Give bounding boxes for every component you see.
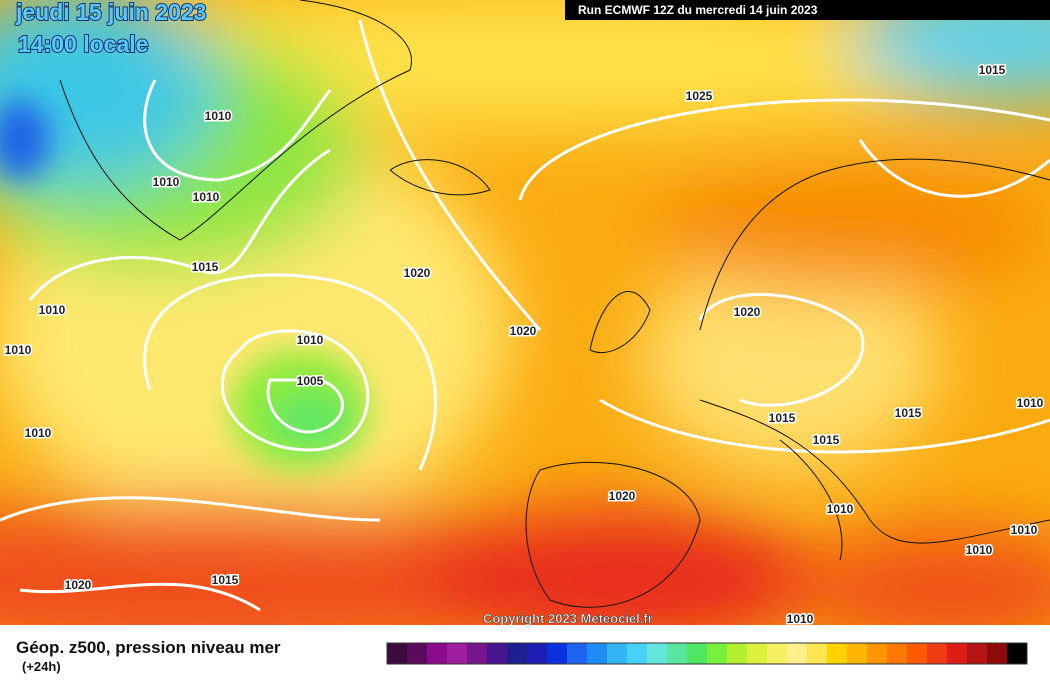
color-cell <box>747 643 768 664</box>
isobar-label: 1015 <box>895 406 922 420</box>
color-cell <box>407 643 428 664</box>
copyright: Copyright 2023 Meteociel.fr <box>483 611 653 626</box>
color-cell <box>967 643 988 664</box>
color-cell <box>707 643 728 664</box>
color-cell <box>987 643 1008 664</box>
color-cell <box>547 643 568 664</box>
isobar-label: 1015 <box>769 411 796 425</box>
isobar-label: 1025 <box>686 89 713 103</box>
color-cell <box>827 643 848 664</box>
caption-title: Géop. z500, pression niveau mer <box>16 638 281 657</box>
isobar-label: 1010 <box>297 333 324 347</box>
isobar-label: 1010 <box>25 426 52 440</box>
color-cell <box>947 643 968 664</box>
color-cell <box>927 643 948 664</box>
color-cell <box>487 643 508 664</box>
color-cell <box>887 643 908 664</box>
color-cell <box>427 643 448 664</box>
color-cell <box>507 643 528 664</box>
isobar-label: 1010 <box>787 612 814 626</box>
isobar-label: 1015 <box>979 63 1006 77</box>
color-cell <box>787 643 808 664</box>
isobar-label: 1020 <box>510 324 537 338</box>
map-field <box>0 0 1050 625</box>
isobars <box>0 19 1050 612</box>
isobar-label: 1005 <box>297 374 324 388</box>
color-cell <box>767 643 788 664</box>
color-cell <box>727 643 748 664</box>
color-cell <box>667 643 688 664</box>
color-cell <box>867 643 888 664</box>
color-cell <box>587 643 608 664</box>
color-cell <box>807 643 828 664</box>
isobar-label: 1010 <box>966 543 993 557</box>
isobar-label: 1010 <box>1017 396 1044 410</box>
isobar-label: 1015 <box>212 573 239 587</box>
isobar-label: 1010 <box>205 109 232 123</box>
color-cell <box>847 643 868 664</box>
isobar-label: 1010 <box>827 502 854 516</box>
isobar-label: 1015 <box>813 433 840 447</box>
color-cell <box>467 643 488 664</box>
color-cell <box>627 643 648 664</box>
isobar-label: 1010 <box>5 343 32 357</box>
isobar-label: 1020 <box>404 266 431 280</box>
color-cell <box>607 643 628 664</box>
run-info: Run ECMWF 12Z du mercredi 14 juin 2023 <box>578 3 818 17</box>
caption-subtitle: (+24h) <box>22 659 61 674</box>
isobar-label: 1010 <box>153 175 180 189</box>
color-cell <box>907 643 928 664</box>
isobar-label: 1010 <box>39 303 66 317</box>
color-cell <box>1007 643 1028 664</box>
isobar-labels: 1010 1010 1010 1015 1020 1010 1010 1010 1005 1010… <box>3 62 1045 628</box>
isobar-label: 1020 <box>734 305 761 319</box>
color-cell <box>387 643 408 664</box>
isobar-label: 1020 <box>65 578 92 592</box>
isobar-label: 1010 <box>1011 523 1038 537</box>
color-cell <box>527 643 548 664</box>
isobar-label: 1015 <box>192 260 219 274</box>
color-cell <box>647 643 668 664</box>
color-cell <box>687 643 708 664</box>
color-scale-border <box>386 642 1028 665</box>
date: jeudi 15 juin 2023 <box>15 0 206 25</box>
run-banner <box>565 0 1050 20</box>
color-cell <box>447 643 468 664</box>
isobar-label: 1020 <box>609 489 636 503</box>
isobar-label: 1010 <box>193 190 220 204</box>
coastlines <box>59 0 1050 608</box>
color-cell <box>567 643 588 664</box>
color-scale <box>386 642 1028 665</box>
time: 14:00 locale <box>18 31 148 57</box>
